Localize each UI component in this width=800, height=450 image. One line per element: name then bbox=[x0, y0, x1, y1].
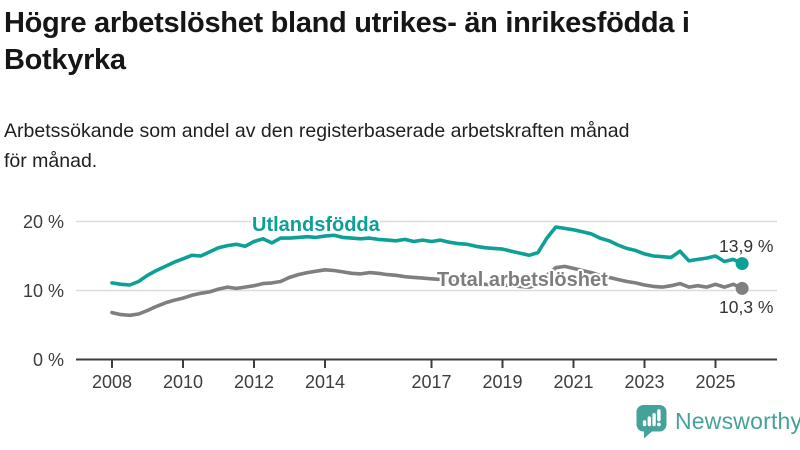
end-value-label-utlandsfodda: 13,9 % bbox=[719, 236, 774, 256]
x-axis-tick-label: 2014 bbox=[304, 372, 346, 392]
y-axis-tick-label: 10 % bbox=[22, 280, 64, 301]
x-axis-tick-label: 2023 bbox=[624, 372, 665, 392]
chart-subtitle: Arbetssökande som andel av den registerb… bbox=[4, 116, 629, 176]
newsworthy-brand-name: Newsworthy bbox=[675, 408, 800, 434]
x-axis-tick-label: 2017 bbox=[411, 372, 452, 392]
x-axis-tick-label: 2025 bbox=[695, 372, 736, 392]
series-label-utlandsfodda: Utlandsfödda bbox=[252, 214, 380, 236]
series-label-total-arbetsloshet: Total arbetslöshet bbox=[437, 269, 608, 291]
page-title-line1: Högre arbetslöshet bland utrikes- än inr… bbox=[4, 7, 690, 39]
page-title-line2: Botkyrka bbox=[4, 44, 126, 76]
x-axis-tick-label: 2010 bbox=[162, 372, 204, 392]
series-line-total-arbetsl-shet bbox=[110, 264, 744, 318]
x-axis-tick-label: 2008 bbox=[91, 372, 133, 392]
x-axis-tick-label: 2012 bbox=[233, 372, 275, 392]
chart-subtitle-line2: för månad. bbox=[4, 150, 98, 172]
x-axis-tick-label: 2021 bbox=[553, 372, 594, 392]
page-title: Högre arbetslöshet bland utrikes- än inr… bbox=[4, 5, 690, 79]
newsworthy-logo[interactable]: Newsworthy bbox=[636, 404, 800, 439]
y-axis-tick-label: 0 % bbox=[32, 349, 64, 370]
y-axis-tick-label: 20 % bbox=[22, 211, 64, 232]
x-axis-tick-label: 2019 bbox=[482, 372, 523, 392]
end-value-label-total: 10,3 % bbox=[719, 297, 774, 317]
series-end-dot bbox=[735, 281, 749, 295]
series-line-utlandsf-dda bbox=[110, 225, 744, 287]
bar-chart-speech-bubble-icon bbox=[636, 405, 667, 439]
series-end-dot bbox=[735, 257, 749, 271]
chart-subtitle-line1: Arbetssökande som andel av den registerb… bbox=[4, 120, 630, 142]
